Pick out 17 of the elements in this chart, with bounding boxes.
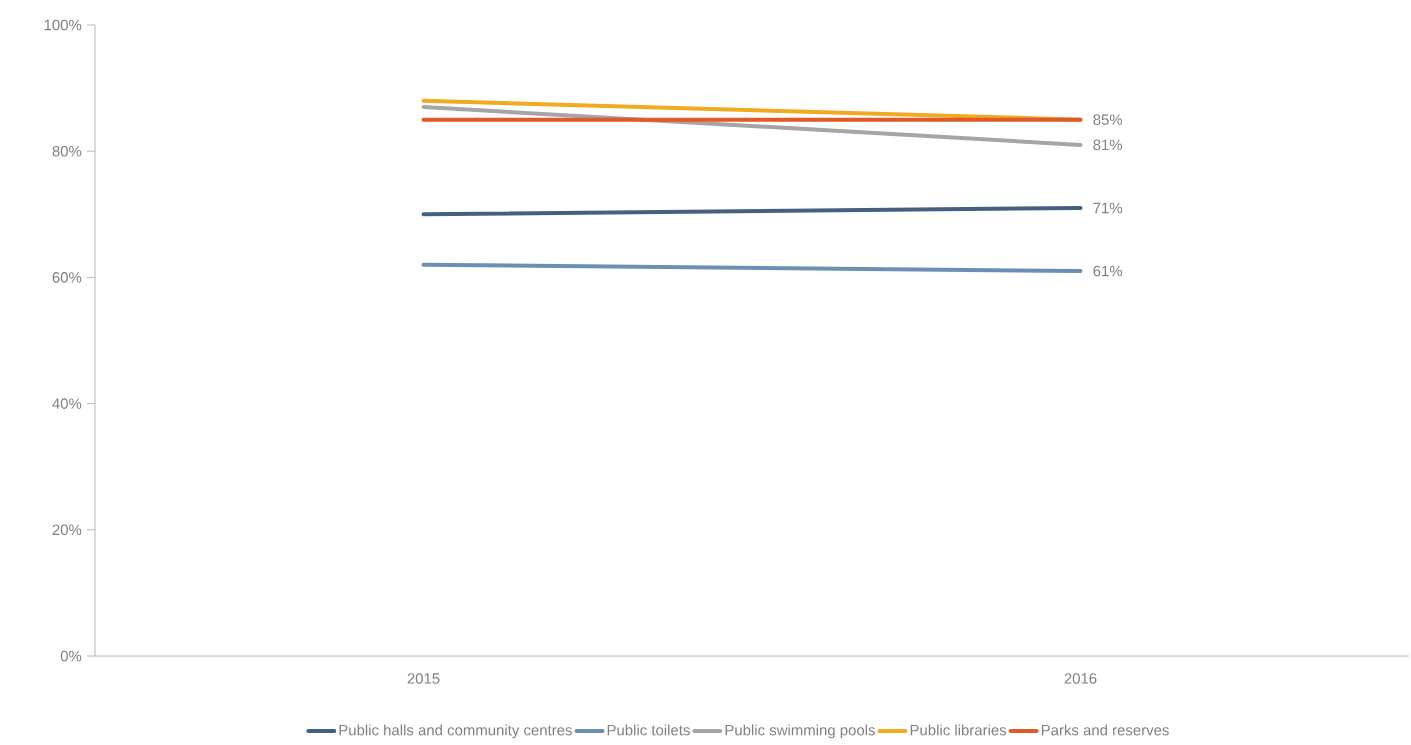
y-tick-label: 20% [52, 524, 82, 536]
y-tick-label: 80% [52, 145, 82, 157]
y-tick-label: 0% [60, 650, 82, 662]
data-label: 85% [1093, 114, 1123, 125]
y-tick-label: 40% [52, 398, 82, 409]
data-label: 71% [1093, 202, 1123, 214]
data-label: 61% [1093, 265, 1123, 277]
legend-label: Public toilets [607, 724, 690, 736]
x-tick-label: 2015 [407, 673, 440, 684]
legend-label: Public halls and community centres [339, 724, 572, 739]
legend-label: Public libraries [910, 724, 1007, 736]
data-label: 81% [1093, 139, 1123, 151]
y-tick-label: 60% [52, 272, 82, 283]
legend-label: Parks and reserves [1041, 724, 1169, 736]
legend-label: Public swimming pools [725, 724, 875, 739]
y-tick-label: 100% [44, 19, 82, 31]
x-tick-label: 2016 [1064, 673, 1097, 684]
